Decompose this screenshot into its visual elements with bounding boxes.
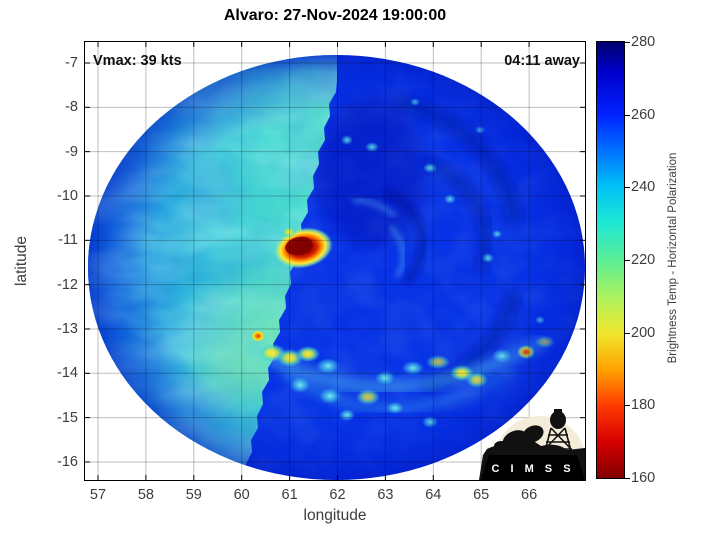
chart-title: Alvaro: 27-Nov-2024 19:00:00 — [223, 7, 447, 24]
y-tick-label: -9 — [65, 143, 78, 160]
colorbar-tick-mark — [625, 42, 630, 43]
colorbar — [596, 41, 625, 479]
x-tick-label: 63 — [377, 487, 394, 503]
colorbar-tick-label: 220 — [631, 252, 656, 268]
vmax-annotation: Vmax: 39 kts — [93, 53, 182, 69]
x-tick-label: 61 — [281, 487, 298, 503]
y-tick-label: -10 — [57, 187, 78, 204]
swath-clip-group — [88, 55, 585, 480]
y-tick-label: -14 — [57, 365, 78, 382]
colorbar-tick-label: 160 — [631, 470, 656, 487]
colorbar-tick-label: 240 — [631, 179, 656, 196]
colorbar-tick-mark — [625, 114, 630, 116]
x-tick-label: 58 — [137, 487, 154, 503]
y-tick-label: -16 — [57, 453, 78, 470]
x-axis-label: longitude — [303, 507, 367, 524]
y-tick-label: -8 — [65, 99, 78, 116]
colorbar-tick-mark — [625, 478, 630, 480]
y-tick-label: -7 — [65, 55, 78, 71]
colorbar-tick-label: 260 — [631, 106, 656, 123]
y-tick-label: -15 — [57, 409, 78, 426]
colorbar-tick-label: 200 — [631, 324, 656, 341]
x-tick-label: 64 — [425, 487, 442, 503]
x-tick-label: 59 — [185, 487, 202, 503]
cimss-logo-text: C I M S S — [491, 463, 574, 475]
colorbar-tick-mark — [625, 187, 630, 189]
x-tick-label: 62 — [329, 487, 346, 503]
y-tick-label: -11 — [58, 232, 78, 249]
plot-area: C I M S S — [84, 41, 586, 508]
satellite-swath-image: C I M S S — [85, 42, 586, 508]
colorbar-tick-mark — [625, 405, 630, 407]
x-tick-label: 65 — [473, 487, 490, 503]
y-axis-label: latitude — [13, 236, 30, 286]
eta-annotation: 04:11 away — [504, 53, 580, 69]
tower-bulb — [550, 411, 566, 429]
colorbar-tick-label: 280 — [631, 34, 656, 50]
x-tick-label: 66 — [521, 487, 538, 503]
logo-banner — [481, 455, 585, 480]
y-tick-label: -12 — [57, 276, 78, 293]
x-tick-label: 60 — [233, 487, 250, 503]
colorbar-tick-mark — [625, 260, 630, 261]
colorbar-tick-mark — [625, 332, 630, 334]
colorbar-tick-label: 180 — [631, 397, 656, 414]
x-tick-label: 57 — [89, 487, 107, 503]
axis-tick-marks — [85, 42, 585, 480]
y-tick-label: -13 — [57, 320, 78, 337]
